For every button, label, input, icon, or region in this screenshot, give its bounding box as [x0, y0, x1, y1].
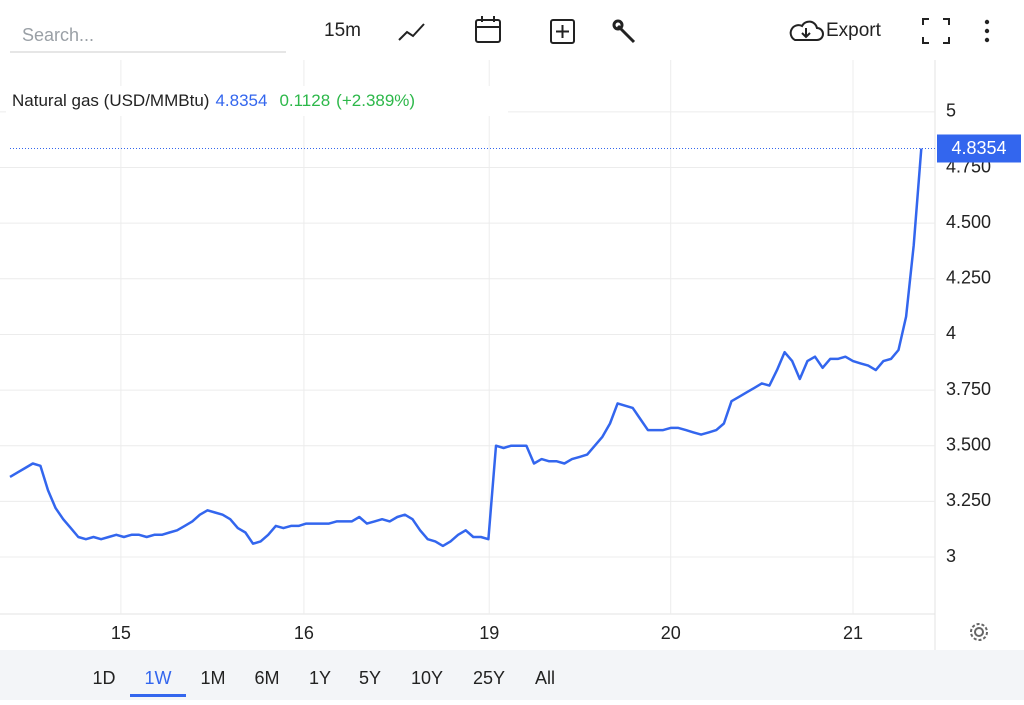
range-active-underline — [130, 694, 186, 697]
last-price-tag — [937, 134, 1021, 163]
legend-change-pct: (+2.389%) — [336, 91, 415, 110]
x-tick-label: 21 — [843, 623, 863, 643]
export-icon[interactable] — [789, 20, 824, 41]
x-tick-label: 19 — [479, 623, 499, 643]
range-bar — [0, 650, 1024, 700]
y-tick-label: 3.750 — [946, 379, 991, 399]
price-line — [9, 148, 923, 548]
y-tick-label: 4 — [946, 323, 956, 343]
range-button[interactable]: All — [535, 668, 555, 688]
legend-change: 0.1128 — [279, 91, 330, 110]
interval-button[interactable]: 15m — [324, 20, 361, 41]
range-button[interactable]: 25Y — [473, 668, 505, 688]
y-tick-label: 3.250 — [946, 490, 991, 510]
fullscreen-icon[interactable] — [922, 18, 950, 44]
range-button[interactable]: 6M — [254, 668, 279, 688]
range-button[interactable]: 5Y — [359, 668, 381, 688]
range-button[interactable]: 1M — [200, 668, 225, 688]
more-menu-icon[interactable] — [984, 19, 990, 43]
range-button[interactable]: 1Y — [309, 668, 331, 688]
search-input[interactable]: Search... — [22, 25, 94, 45]
x-tick-label: 16 — [294, 623, 314, 643]
add-indicator-icon[interactable] — [550, 19, 575, 44]
y-tick-label: 4.500 — [946, 212, 991, 232]
legend-name: Natural gas (USD/MMBtu) — [12, 91, 209, 110]
legend: Natural gas (USD/MMBtu) 4.8354 0.1128 (+2.3… — [12, 91, 415, 110]
y-tick-label: 5 — [946, 101, 956, 121]
x-tick-label: 20 — [661, 623, 681, 643]
y-tick-label: 3.500 — [946, 434, 991, 454]
legend-bg — [6, 86, 508, 116]
chart-type-icon[interactable] — [398, 23, 425, 41]
range-button[interactable]: 10Y — [411, 668, 443, 688]
settings-gear-icon[interactable] — [970, 623, 988, 641]
range-button[interactable]: 1W — [145, 668, 172, 688]
legend-last: 4.8354 — [215, 91, 267, 110]
x-tick-label: 15 — [111, 623, 131, 643]
range-button[interactable]: 1D — [92, 668, 115, 688]
y-tick-label: 4.250 — [946, 268, 991, 288]
calendar-icon[interactable] — [475, 16, 501, 43]
y-tick-label: 3 — [946, 546, 956, 566]
export-button[interactable]: Export — [826, 20, 882, 41]
settings-wrench-icon[interactable] — [612, 19, 636, 44]
last-price-label: 4.8354 — [951, 138, 1006, 158]
